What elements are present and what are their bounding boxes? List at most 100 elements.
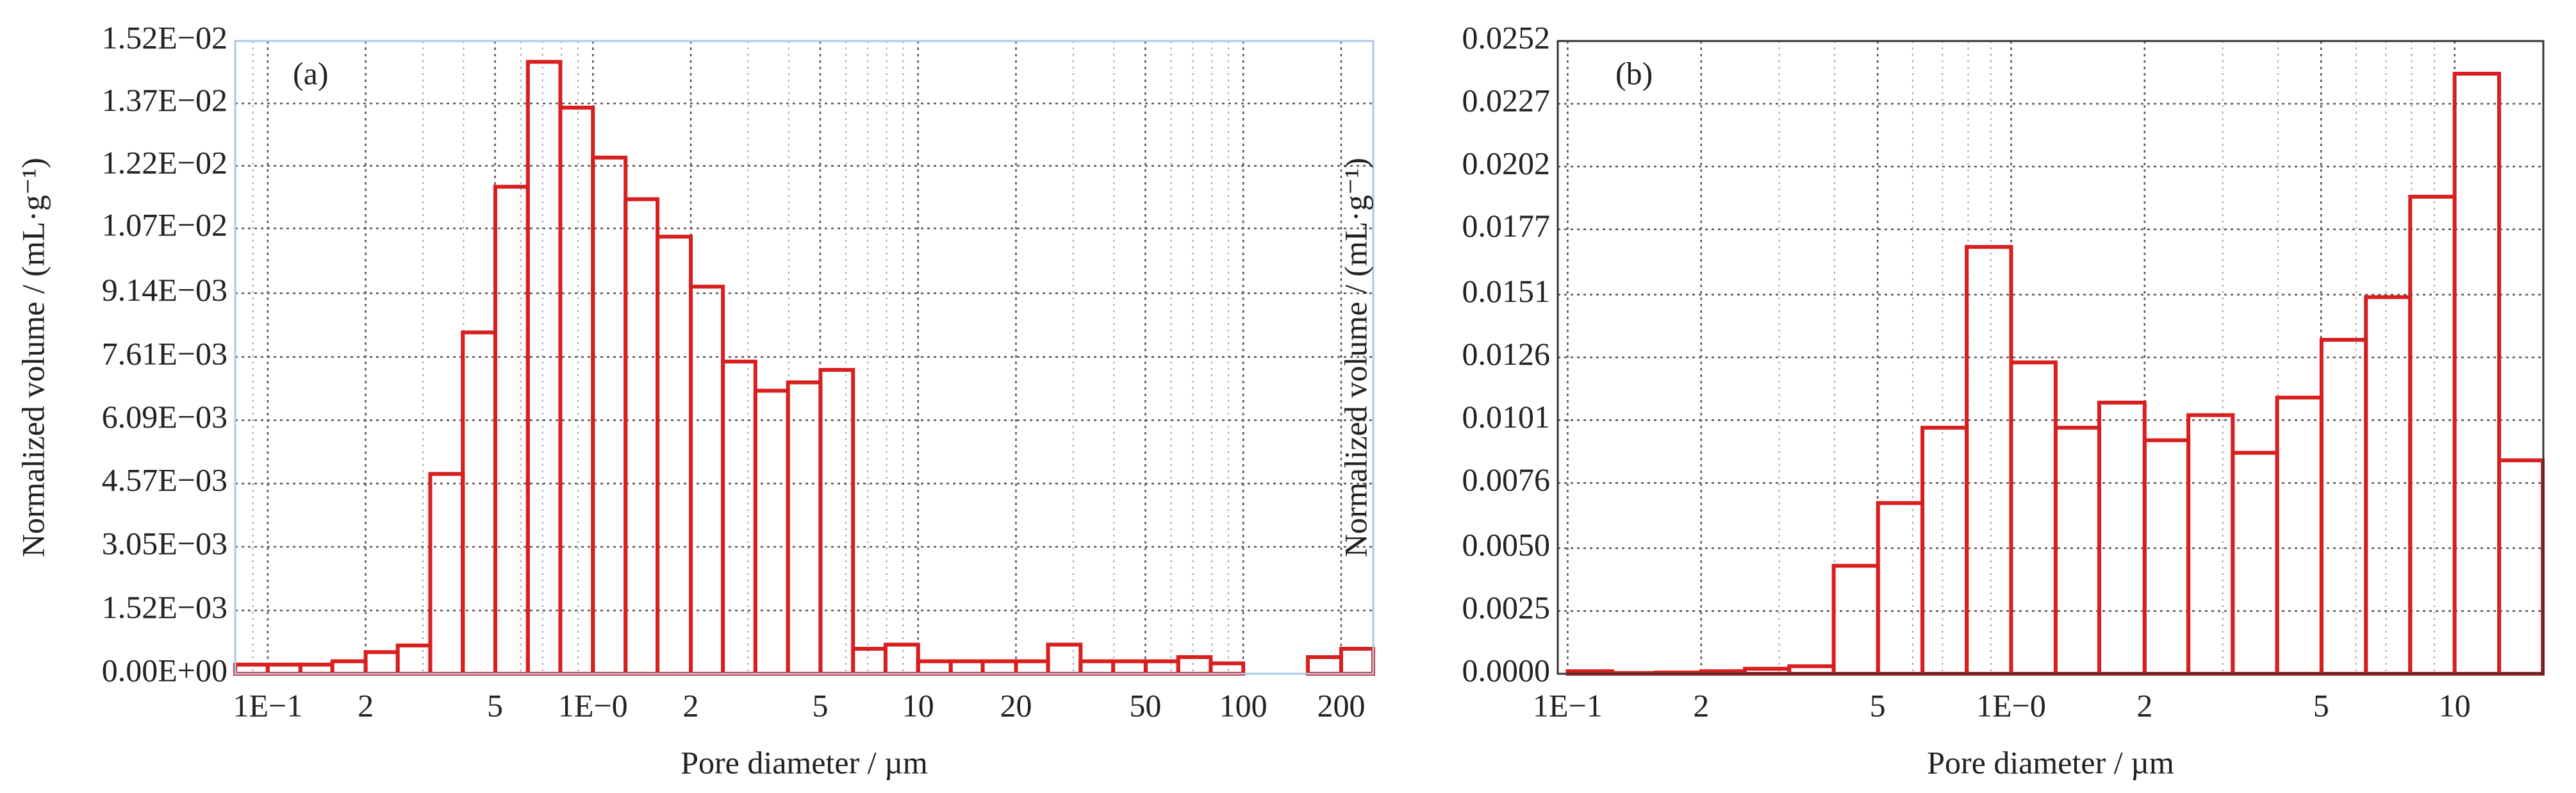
bar <box>1014 659 1050 676</box>
x-tick-label: 50 <box>1129 687 1161 723</box>
x-tick-label: 1E−1 <box>1533 687 1603 723</box>
bar <box>1143 659 1180 676</box>
y-tick-label: 0.0025 <box>1462 590 1551 626</box>
bar <box>851 647 888 676</box>
panel: 1E−1 2 5 1E−0 2 5 10 20 50 100 200 0.00E+00 1.52E−03… <box>15 19 1376 780</box>
bar <box>1305 655 1343 676</box>
bar <box>980 659 1018 676</box>
bar <box>1831 563 1880 676</box>
y-tick-label: 0.0177 <box>1462 208 1551 244</box>
x-tick-label: 200 <box>1317 687 1365 723</box>
bar <box>2452 71 2502 676</box>
panel-label: (b) <box>1615 55 1653 91</box>
x-tick-label: 5 <box>487 687 503 723</box>
x-tick-label: 1E−0 <box>1976 687 2046 723</box>
y-tick-label: 0.0000 <box>1462 652 1551 688</box>
bar <box>591 155 628 676</box>
bar <box>1111 659 1148 676</box>
bar <box>1965 245 2013 676</box>
bar <box>2231 451 2279 676</box>
plot-frame <box>1556 40 2545 675</box>
y-tick-label: 4.57E−03 <box>102 462 227 498</box>
bar <box>656 235 693 676</box>
bar <box>1876 501 1925 676</box>
bar <box>395 643 433 676</box>
y-tick-label: 0.0151 <box>1462 273 1551 309</box>
bar <box>1078 659 1116 676</box>
x-tick-label: 10 <box>902 687 934 723</box>
bar <box>1920 426 1969 676</box>
bar <box>428 472 465 676</box>
bar <box>753 388 790 676</box>
bar <box>493 185 530 676</box>
y-tick-label: 1.52E−02 <box>102 19 227 55</box>
y-tick-label: 0.0202 <box>1462 145 1551 181</box>
bar <box>2497 458 2545 676</box>
bar <box>2009 360 2058 676</box>
x-tick-label: 20 <box>1000 687 1032 723</box>
bar <box>1046 642 1083 676</box>
bar <box>363 650 400 676</box>
bar <box>233 662 270 676</box>
y-tick-label: 3.05E−03 <box>102 525 227 561</box>
bar <box>1787 664 1836 676</box>
bar <box>786 380 823 676</box>
y-tick-label: 0.0126 <box>1462 336 1551 372</box>
bar <box>2364 295 2413 676</box>
bar <box>558 105 595 676</box>
bar <box>689 285 725 676</box>
y-tick-label: 7.61E−03 <box>102 335 227 371</box>
bar <box>330 659 368 676</box>
x-tick-label: 2 <box>358 687 374 723</box>
bar <box>2142 438 2191 676</box>
x-tick-label: 100 <box>1219 687 1267 723</box>
x-tick-label: 1E−0 <box>558 687 628 723</box>
x-tick-label: 5 <box>2313 687 2329 723</box>
bar <box>916 659 953 676</box>
bar <box>461 330 497 676</box>
x-axis-title: Pore diameter / µm <box>1927 744 2174 780</box>
x-axis-title: Pore diameter / µm <box>681 744 928 780</box>
x-tick-label: 2 <box>2136 687 2152 723</box>
bar <box>1339 647 1376 676</box>
plot-frame <box>234 40 1375 675</box>
y-tick-label: 0.0227 <box>1462 82 1551 118</box>
bar <box>265 662 302 676</box>
x-tick-label: 5 <box>1870 687 1886 723</box>
y-tick-label: 9.14E−03 <box>102 272 227 308</box>
bar <box>883 642 920 676</box>
bar <box>948 659 985 676</box>
bar <box>1209 661 1246 676</box>
x-tick-label: 2 <box>683 687 699 723</box>
y-tick-label: 0.0101 <box>1462 399 1551 435</box>
y-tick-label: 0.0050 <box>1462 527 1551 563</box>
bar <box>298 662 334 676</box>
y-tick-label: 1.37E−02 <box>102 82 227 118</box>
y-tick-label: 0.00E+00 <box>102 652 227 688</box>
bar <box>2408 194 2457 676</box>
x-tick-label: 2 <box>1693 687 1709 723</box>
bar <box>721 359 757 676</box>
bar <box>525 60 563 676</box>
bar <box>2319 338 2368 676</box>
bar <box>2053 426 2101 676</box>
bar <box>2097 401 2147 676</box>
panel-label: (a) <box>293 55 329 91</box>
y-tick-label: 0.0252 <box>1462 19 1551 55</box>
y-axis-title: Normalized volume / (mL·g⁻¹) <box>15 158 51 557</box>
y-axis-title: Normalized volume / (mL·g⁻¹) <box>1337 158 1373 557</box>
bar <box>623 197 660 676</box>
bar <box>2186 413 2235 676</box>
bar <box>818 367 855 676</box>
y-tick-label: 1.22E−02 <box>102 144 227 180</box>
bar <box>2275 396 2324 676</box>
panel: 1E−1 2 5 1E−0 2 5 10 0.0000 0.0025 0.0050 0.0076 0.… <box>1337 19 2545 780</box>
x-tick-label: 1E−1 <box>233 687 302 723</box>
y-tick-label: 0.0076 <box>1462 462 1551 497</box>
bar <box>1176 655 1213 676</box>
y-tick-label: 1.52E−03 <box>102 589 227 625</box>
y-tick-label: 1.07E−02 <box>102 207 227 243</box>
x-tick-label: 10 <box>2439 687 2471 723</box>
x-tick-label: 5 <box>812 687 828 723</box>
